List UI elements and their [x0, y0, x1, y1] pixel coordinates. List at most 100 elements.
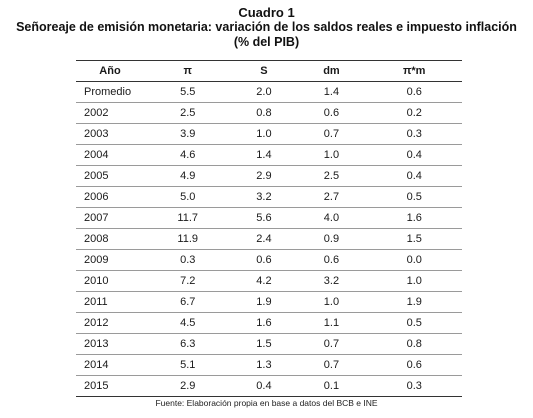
table-row: Promedio 5.5 2.0 1.4 0.6 [76, 81, 462, 103]
cell-pim: 1.6 [366, 207, 462, 229]
cell-year: 2004 [76, 144, 144, 166]
cell-dm: 4.0 [296, 207, 367, 229]
table-title: Señoreaje de emisión monetaria: variació… [16, 20, 517, 34]
cell-pi: 3.9 [144, 123, 232, 145]
cell-year: 2012 [76, 312, 144, 334]
cell-pi: 2.9 [144, 375, 232, 397]
cell-s: 2.0 [231, 81, 297, 103]
table-body: Promedio 5.5 2.0 1.4 0.6 2002 2.5 0.8 0.6 0.2 2003… [76, 81, 462, 397]
cell-dm: 1.1 [296, 312, 367, 334]
table-row: 2003 3.9 1.0 0.7 0.3 [76, 123, 462, 145]
cell-dm: 0.9 [296, 228, 367, 250]
cell-pi: 0.3 [144, 249, 232, 271]
table-row: 2005 4.9 2.9 2.5 0.4 [76, 165, 462, 187]
cell-pim: 0.2 [366, 102, 462, 124]
cell-pi: 6.7 [144, 291, 232, 313]
cell-s: 1.9 [231, 291, 297, 313]
cell-dm: 0.7 [296, 333, 367, 355]
table-heading: Cuadro 1 Señoreaje de emisión monetaria:… [0, 0, 533, 50]
cell-year: 2010 [76, 270, 144, 292]
cell-year: 2008 [76, 228, 144, 250]
cell-pim: 0.6 [366, 354, 462, 376]
table-row: 2015 2.9 0.4 0.1 0.3 [76, 375, 462, 397]
column-header-pim: π*m [366, 60, 462, 82]
cell-pim: 0.4 [366, 144, 462, 166]
table-row: 2007 11.7 5.6 4.0 1.6 [76, 207, 462, 229]
table-row: 2011 6.7 1.9 1.0 1.9 [76, 291, 462, 313]
cell-pi: 5.0 [144, 186, 232, 208]
cell-year: 2009 [76, 249, 144, 271]
cell-s: 0.8 [231, 102, 297, 124]
table-row: 2013 6.3 1.5 0.7 0.8 [76, 333, 462, 355]
cell-pim: 0.6 [366, 81, 462, 103]
column-header-pi: π [144, 60, 232, 82]
cell-pim: 0.4 [366, 165, 462, 187]
cell-pi: 5.5 [144, 81, 232, 103]
table-row: 2006 5.0 3.2 2.7 0.5 [76, 186, 462, 208]
cell-s: 1.3 [231, 354, 297, 376]
table-row: 2009 0.3 0.6 0.6 0.0 [76, 249, 462, 271]
cell-dm: 0.7 [296, 354, 367, 376]
cell-year: 2003 [76, 123, 144, 145]
cell-dm: 1.0 [296, 291, 367, 313]
source-note: Fuente: Elaboración propia en base a dat… [155, 398, 378, 408]
cell-s: 0.4 [231, 375, 297, 397]
cell-dm: 2.5 [296, 165, 367, 187]
cell-year: 2005 [76, 165, 144, 187]
table-row: 2004 4.6 1.4 1.0 0.4 [76, 144, 462, 166]
column-header-s: S [231, 60, 297, 82]
cell-s: 4.2 [231, 270, 297, 292]
cell-year: Promedio [76, 81, 144, 103]
cell-pim: 0.0 [366, 249, 462, 271]
cell-pi: 11.7 [144, 207, 232, 229]
cell-dm: 2.7 [296, 186, 367, 208]
data-table: Año π S dm π*m Promedio 5.5 2.0 1.4 0.6 2002 2… [76, 60, 462, 397]
cell-dm: 3.2 [296, 270, 367, 292]
cell-pi: 11.9 [144, 228, 232, 250]
table-row: 2002 2.5 0.8 0.6 0.2 [76, 102, 462, 124]
table-units: (% del PIB) [233, 35, 300, 49]
cell-pi: 4.5 [144, 312, 232, 334]
cell-year: 2002 [76, 102, 144, 124]
cell-year: 2014 [76, 354, 144, 376]
cell-s: 1.0 [231, 123, 297, 145]
table-row: 2014 5.1 1.3 0.7 0.6 [76, 354, 462, 376]
cell-pim: 0.5 [366, 312, 462, 334]
cell-pim: 1.9 [366, 291, 462, 313]
cell-pi: 2.5 [144, 102, 232, 124]
cell-dm: 1.4 [296, 81, 367, 103]
cell-pi: 7.2 [144, 270, 232, 292]
cell-dm: 0.6 [296, 249, 367, 271]
cell-dm: 1.0 [296, 144, 367, 166]
cell-pim: 0.3 [366, 375, 462, 397]
cell-year: 2007 [76, 207, 144, 229]
cell-s: 1.6 [231, 312, 297, 334]
header-row: Año π S dm π*m [76, 60, 462, 82]
cell-s: 0.6 [231, 249, 297, 271]
cell-dm: 0.1 [296, 375, 367, 397]
cell-year: 2015 [76, 375, 144, 397]
cell-year: 2006 [76, 186, 144, 208]
cell-year: 2013 [76, 333, 144, 355]
cell-pim: 1.5 [366, 228, 462, 250]
cell-dm: 0.7 [296, 123, 367, 145]
cell-dm: 0.6 [296, 102, 367, 124]
cell-pim: 0.8 [366, 333, 462, 355]
cell-year: 2011 [76, 291, 144, 313]
cell-pi: 6.3 [144, 333, 232, 355]
table-row: 2008 11.9 2.4 0.9 1.5 [76, 228, 462, 250]
table-row: 2012 4.5 1.6 1.1 0.5 [76, 312, 462, 334]
cell-s: 1.4 [231, 144, 297, 166]
cell-s: 2.4 [231, 228, 297, 250]
cell-pim: 0.3 [366, 123, 462, 145]
cell-pi: 5.1 [144, 354, 232, 376]
column-header-year: Año [76, 60, 144, 82]
cell-s: 1.5 [231, 333, 297, 355]
cell-s: 3.2 [231, 186, 297, 208]
table-number: Cuadro 1 [238, 5, 295, 20]
table-row: 2010 7.2 4.2 3.2 1.0 [76, 270, 462, 292]
cell-pim: 1.0 [366, 270, 462, 292]
cell-s: 5.6 [231, 207, 297, 229]
cell-s: 2.9 [231, 165, 297, 187]
